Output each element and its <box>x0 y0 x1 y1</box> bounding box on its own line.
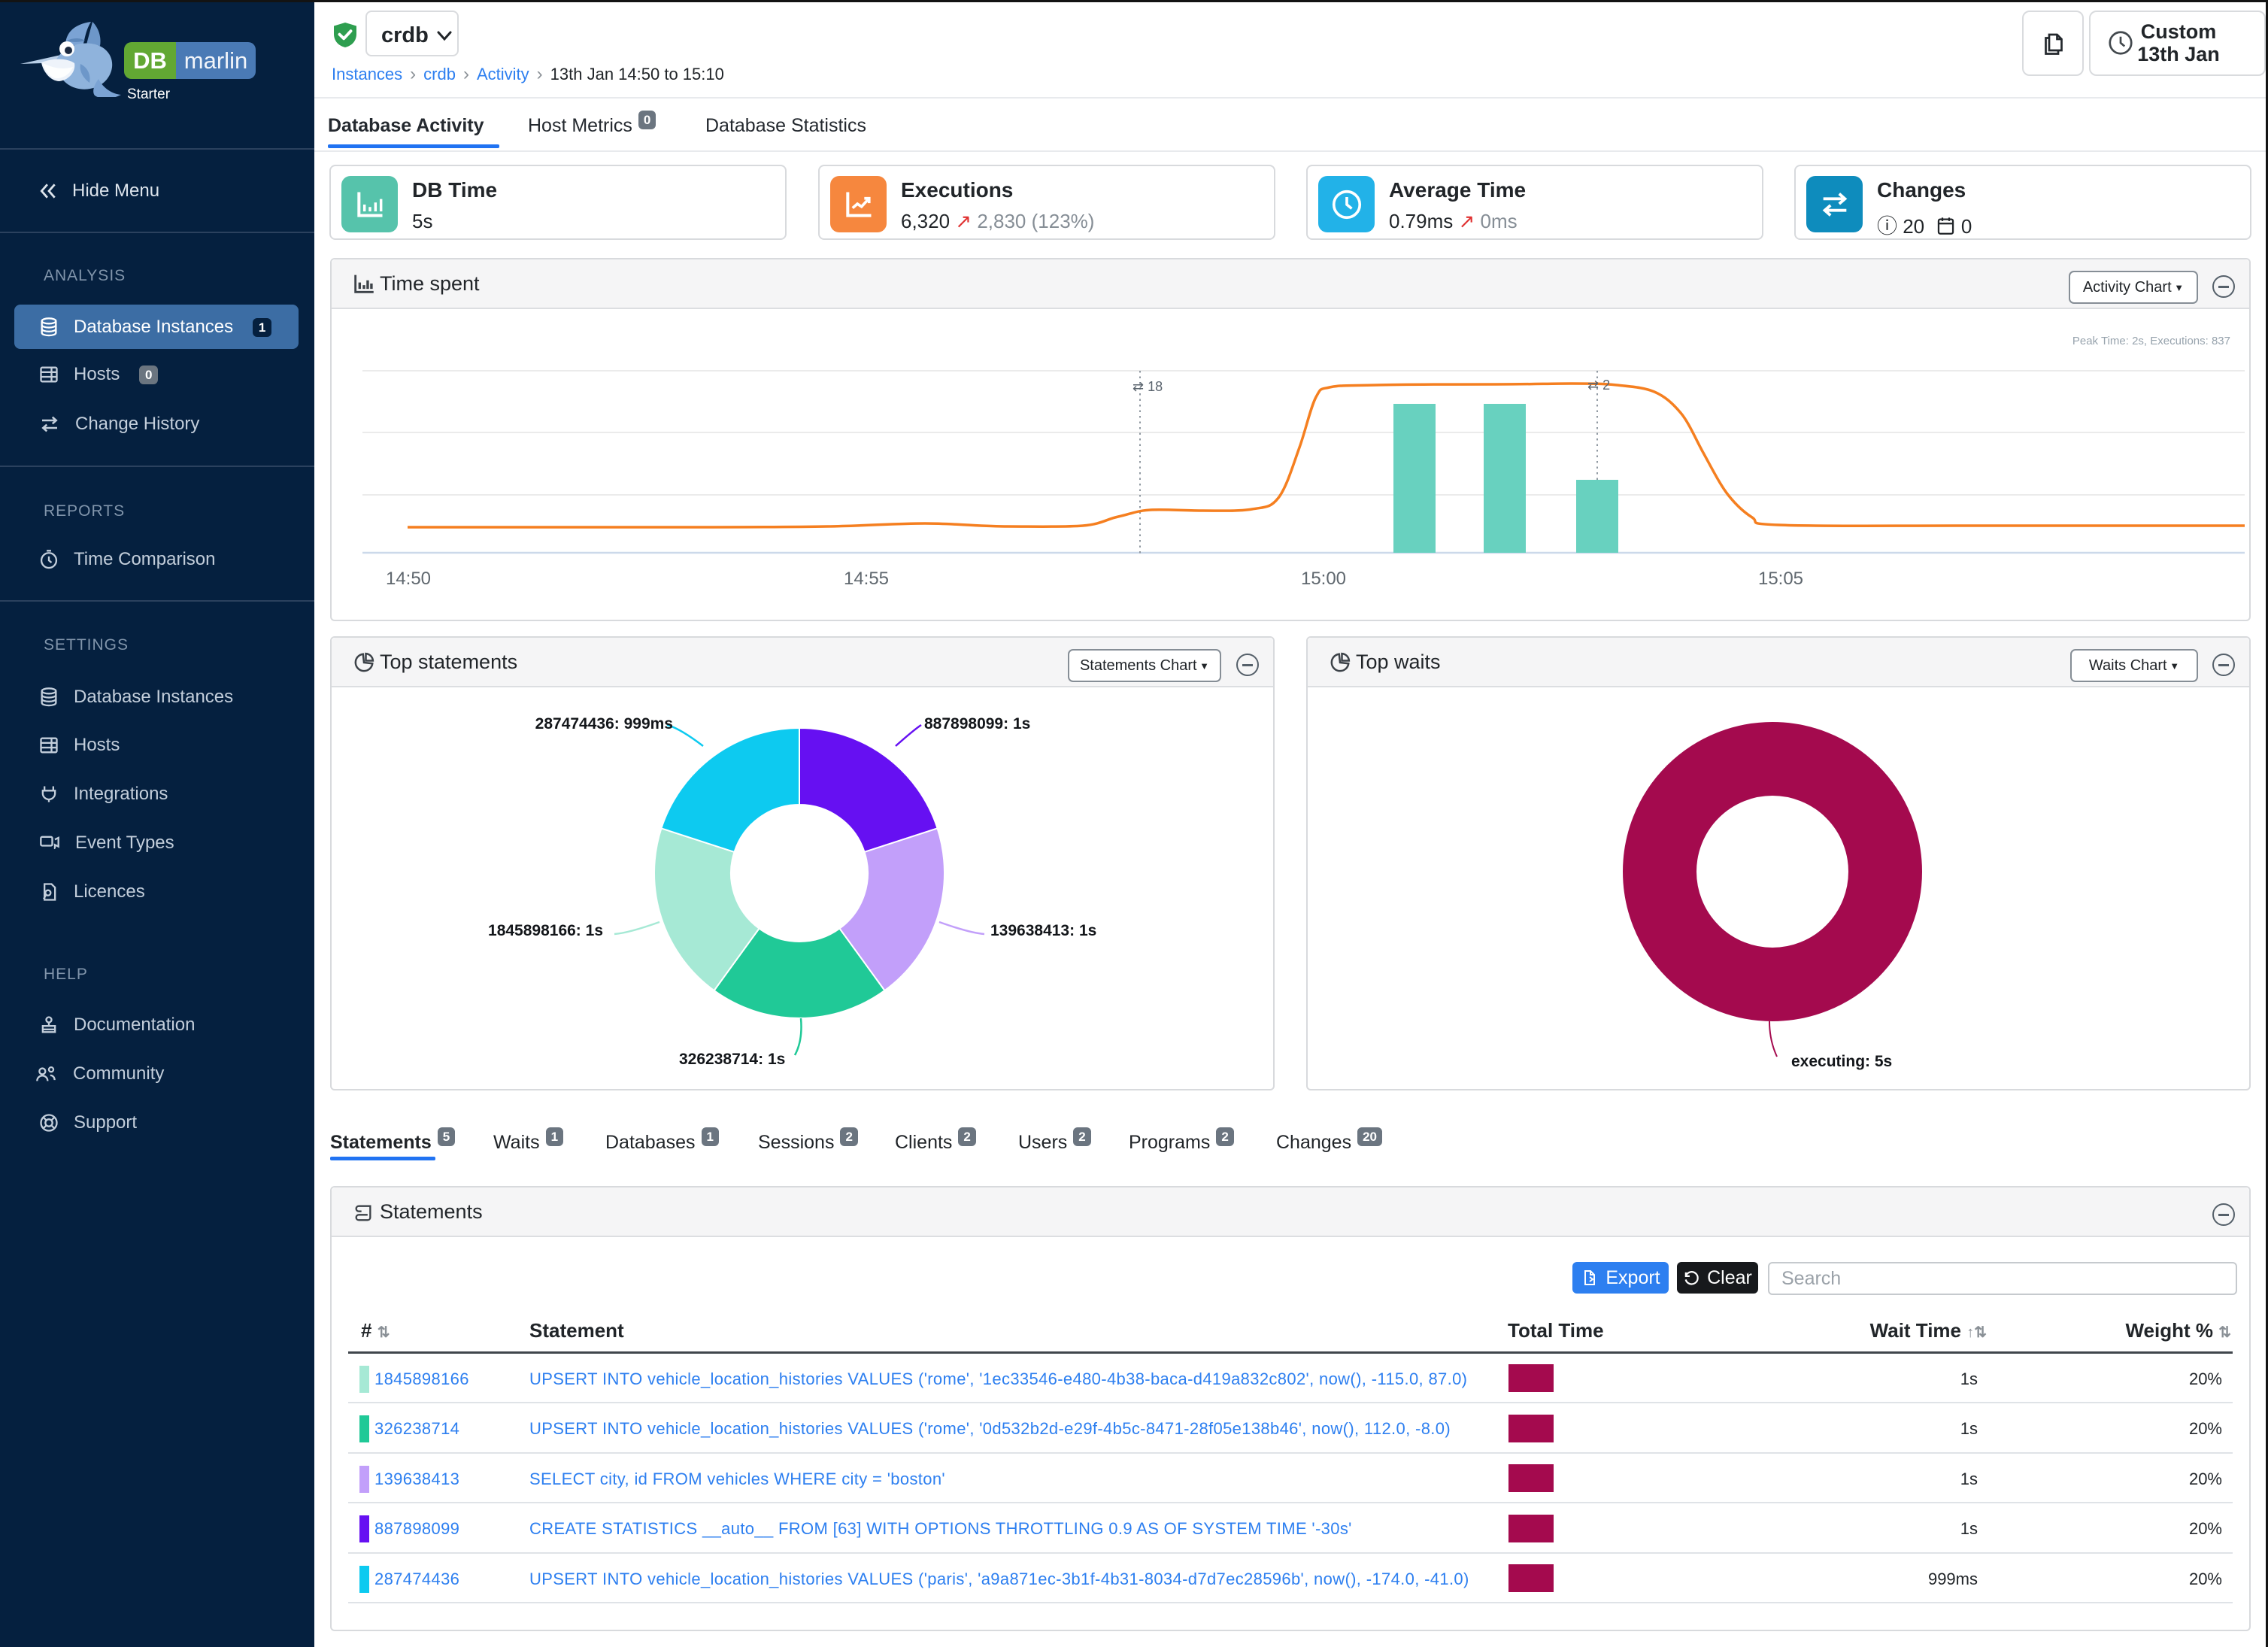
svg-text:⇄ 18: ⇄ 18 <box>1132 379 1163 394</box>
svg-text:139638413: 1s: 139638413: 1s <box>990 922 1096 939</box>
svg-text:14:55: 14:55 <box>844 569 889 589</box>
svg-text:1845898166: 1s: 1845898166: 1s <box>488 922 603 939</box>
svg-text:887898099: 1s: 887898099: 1s <box>924 715 1030 733</box>
svg-text:15:05: 15:05 <box>1758 569 1803 589</box>
svg-text:326238714: 1s: 326238714: 1s <box>679 1051 785 1068</box>
svg-text:287474436: 999ms: 287474436: 999ms <box>535 715 673 733</box>
svg-text:14:50: 14:50 <box>386 569 431 589</box>
svg-text:Peak Time: 2s, Executions: 837: Peak Time: 2s, Executions: 837 <box>2072 335 2230 347</box>
svg-text:⇄ 2: ⇄ 2 <box>1587 378 1610 393</box>
svg-text:executing: 5s: executing: 5s <box>1791 1053 1892 1070</box>
svg-text:15:00: 15:00 <box>1301 569 1346 589</box>
